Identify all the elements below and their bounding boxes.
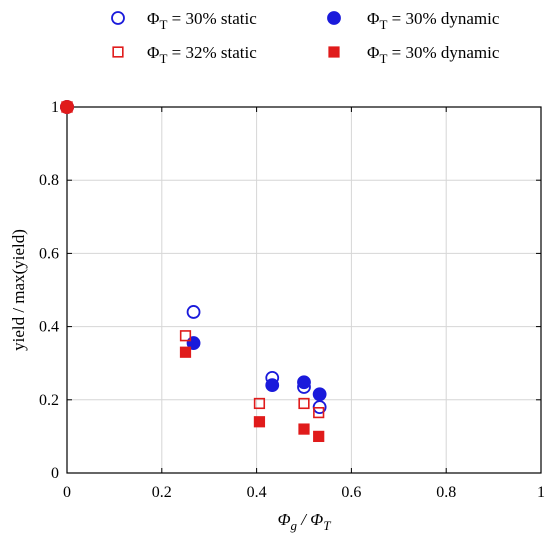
data-points bbox=[60, 100, 327, 443]
x-axis-label-sub2: T bbox=[323, 518, 331, 533]
data-point-series-4 bbox=[253, 416, 266, 428]
x-axis-label-sub1: g bbox=[291, 518, 298, 533]
data-point-series-3 bbox=[253, 397, 266, 410]
data-point-series-2 bbox=[312, 387, 327, 402]
axis-ticks: 0 0.2 0.4 0.6 0.8 1 0 0.2 0.4 0.6 0.8 1 bbox=[39, 99, 545, 501]
x-tick-label: 0.4 bbox=[247, 484, 267, 501]
data-point-series-2 bbox=[265, 378, 280, 393]
data-point-series-3 bbox=[179, 330, 192, 342]
y-tick-label: 0 bbox=[51, 465, 59, 482]
y-tick-label: 1 bbox=[51, 99, 59, 116]
data-point-series-2 bbox=[297, 375, 311, 390]
x-tick-label: 1 bbox=[537, 484, 545, 501]
x-axis-label-mid: / Φ bbox=[297, 510, 323, 529]
data-point-series-4 bbox=[298, 423, 310, 435]
x-axis-label: Φg / ΦT bbox=[278, 510, 332, 533]
x-tick-label: 0 bbox=[63, 484, 71, 501]
data-point-series-1 bbox=[186, 305, 201, 319]
y-tick-label: 0.6 bbox=[39, 245, 59, 262]
legend-marker-2 bbox=[327, 11, 341, 25]
origin-point-marker bbox=[60, 100, 74, 114]
legend-label-3: ΦT = 32% static bbox=[147, 43, 257, 66]
legend: ΦT = 30% static ΦT = 30% dynamic ΦT = 32% … bbox=[111, 9, 500, 66]
y-axis-label: yield / max(yield) bbox=[9, 229, 28, 351]
x-tick-label: 0.6 bbox=[341, 484, 361, 501]
data-point-series-3 bbox=[313, 406, 325, 419]
y-tick-label: 0.2 bbox=[39, 392, 59, 409]
legend-marker-1 bbox=[111, 11, 125, 25]
legend-label-4: ΦT = 30% dynamic bbox=[367, 43, 500, 66]
legend-marker-4 bbox=[328, 46, 340, 58]
legend-marker-3 bbox=[112, 46, 124, 58]
legend-label-1: ΦT = 30% static bbox=[147, 9, 257, 32]
x-tick-label: 0.8 bbox=[436, 484, 456, 501]
plot-frame bbox=[66, 106, 542, 474]
y-tick-label: 0.4 bbox=[39, 319, 59, 336]
grid bbox=[66, 106, 542, 474]
data-point-series-3 bbox=[298, 397, 310, 410]
data-point-series-4 bbox=[313, 430, 325, 443]
x-tick-label: 0.2 bbox=[152, 484, 172, 501]
x-axis-label-main: Φ bbox=[278, 510, 291, 529]
y-tick-label: 0.8 bbox=[39, 172, 59, 189]
data-point-series-4 bbox=[179, 346, 192, 358]
legend-label-2: ΦT = 30% dynamic bbox=[367, 9, 500, 32]
